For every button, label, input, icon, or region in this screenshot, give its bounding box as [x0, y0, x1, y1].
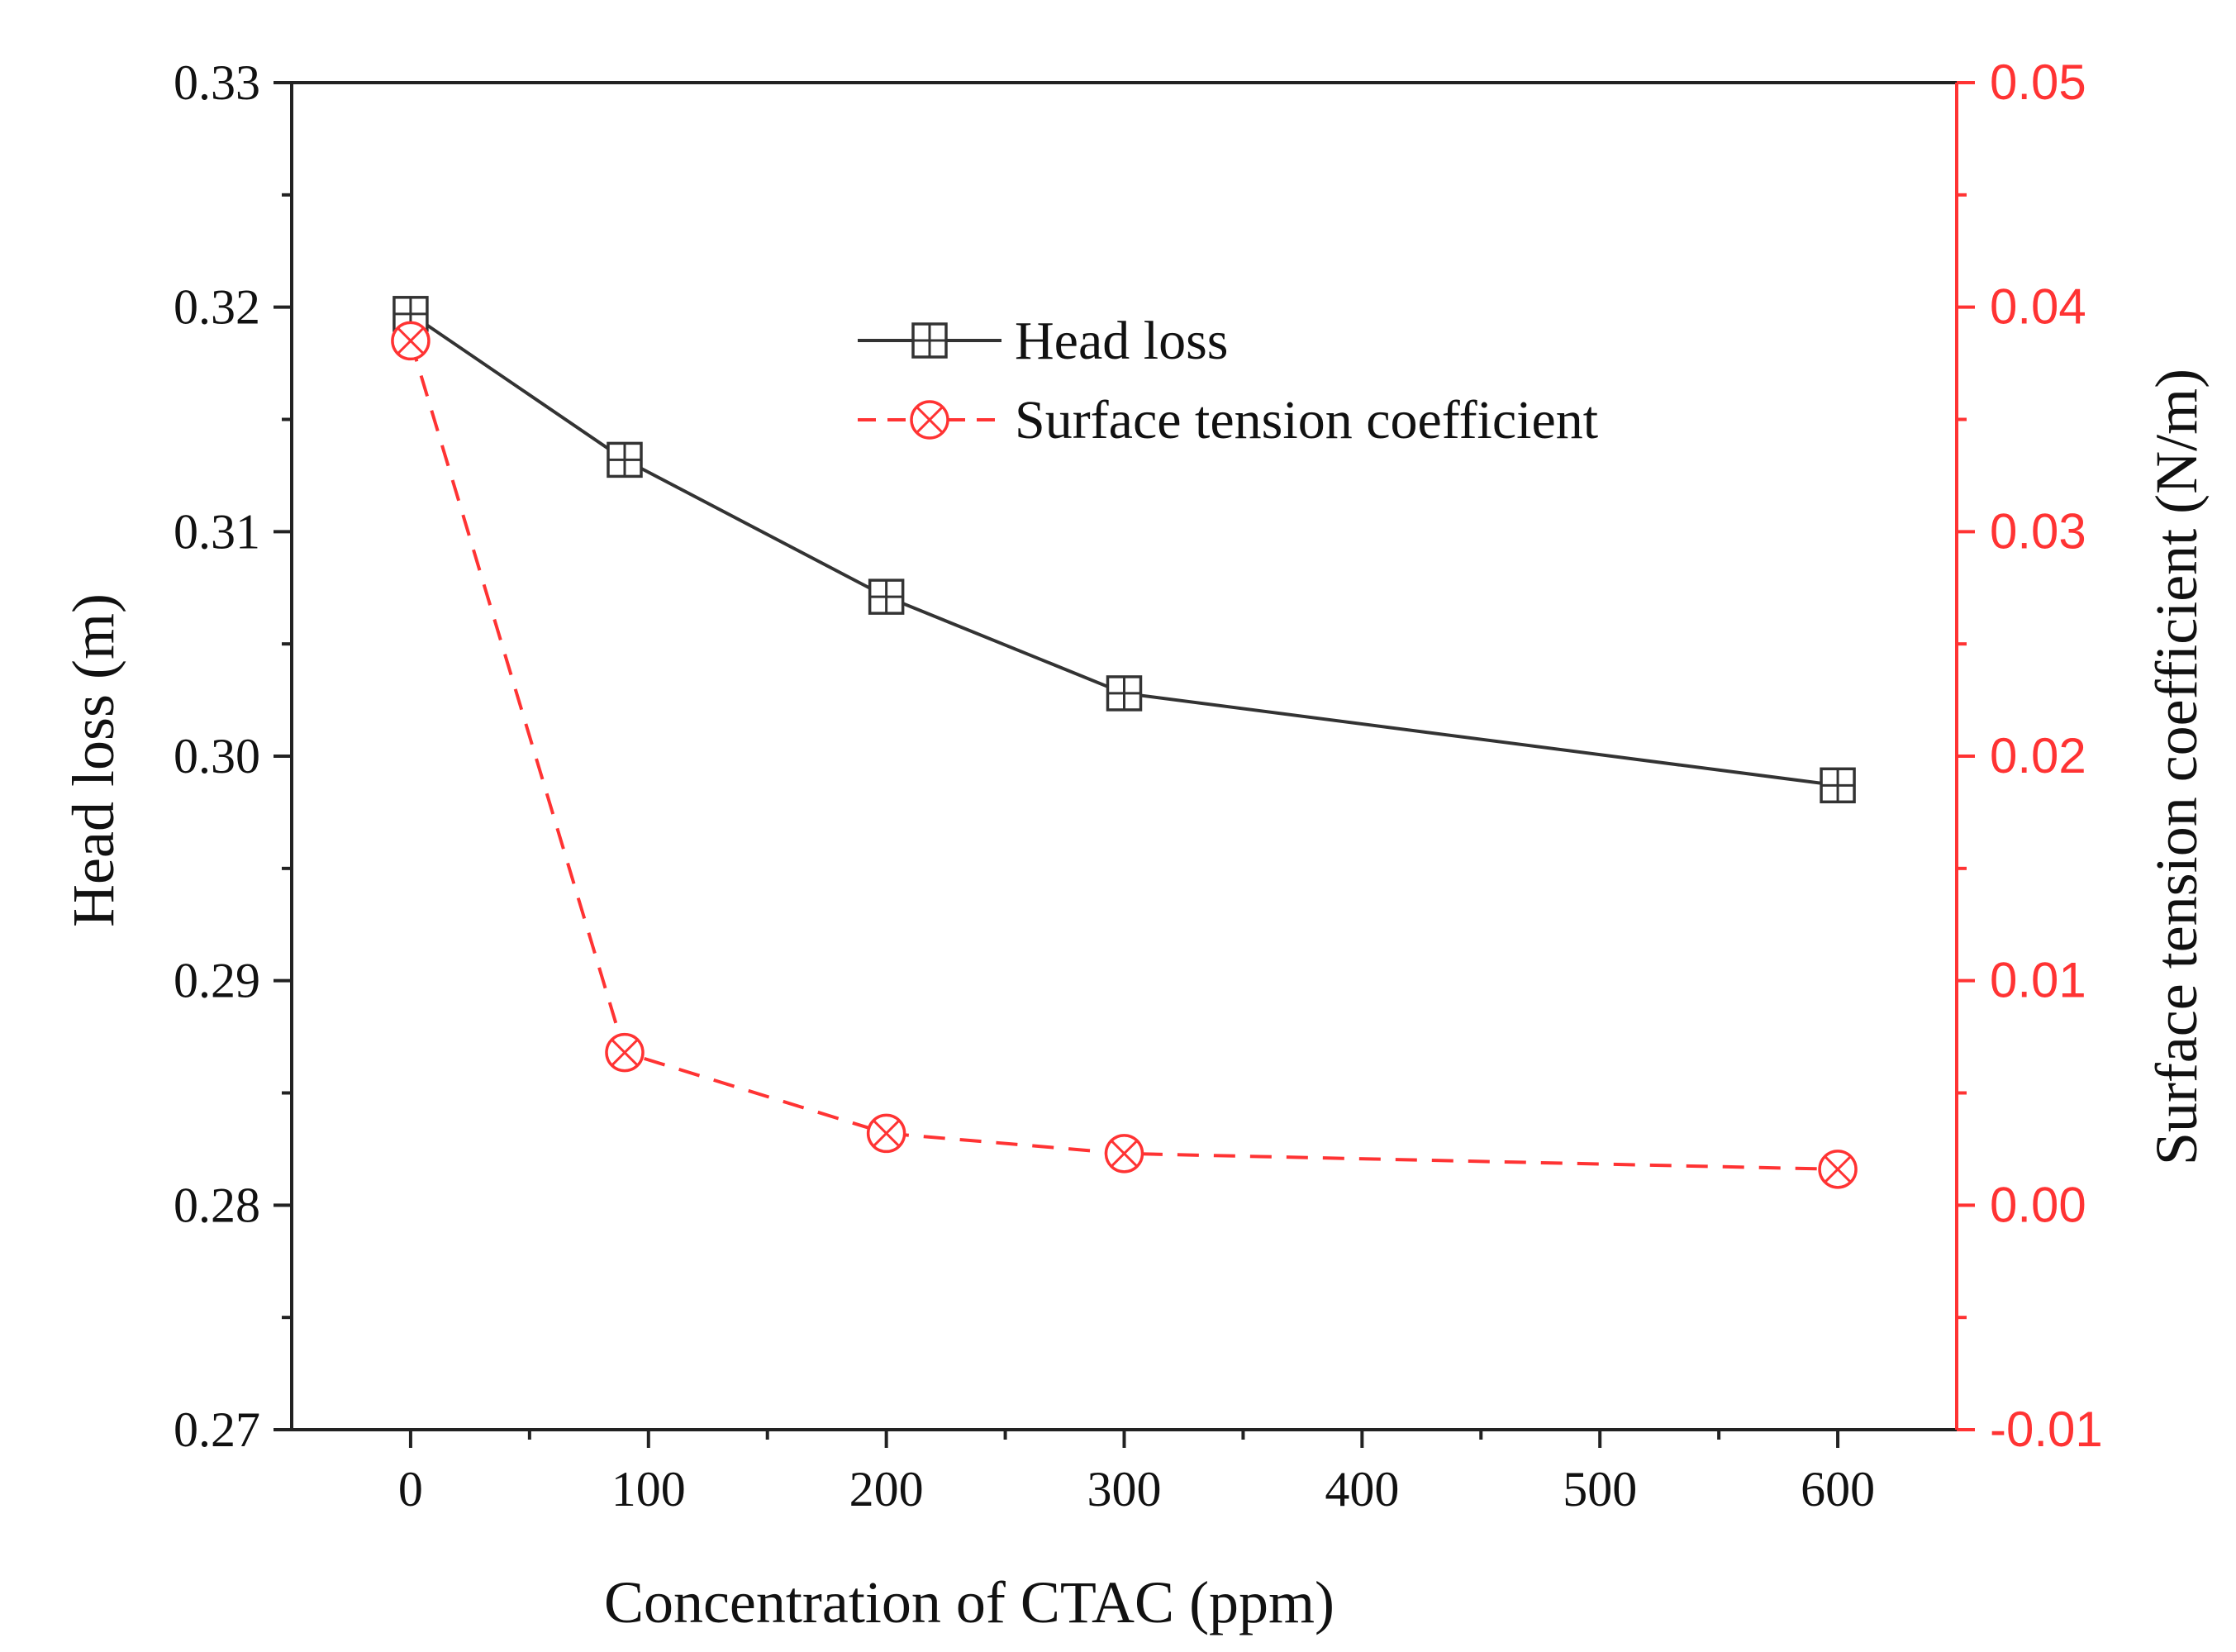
- right-y-tick-label: 0.05: [1990, 55, 2086, 110]
- marker-cross-b: [611, 1038, 639, 1067]
- surface-tension-point: [1104, 1134, 1144, 1174]
- surface-tension-line: [409, 340, 1839, 1171]
- head-loss-point: [1106, 675, 1143, 712]
- y-axis-title: Head loss (m): [60, 593, 126, 927]
- legend-marker: [911, 322, 948, 359]
- x-tick-label: 100: [611, 1462, 686, 1516]
- x-tick-label: 500: [1563, 1462, 1637, 1516]
- surface-tension-point: [866, 1113, 906, 1154]
- right-y-tick-label: 0.03: [1990, 503, 2086, 559]
- head-loss-point: [868, 578, 905, 615]
- right-y-tick-label: 0.00: [1990, 1177, 2086, 1232]
- head-loss-point: [1820, 767, 1856, 804]
- marker-cross-b: [1110, 1140, 1139, 1168]
- marker-cross-b: [397, 326, 425, 355]
- series: [391, 296, 1858, 1189]
- right-axis-title: Surface tension coefficient (N/m): [2143, 369, 2210, 1165]
- x-axis-title: Concentration of CTAC (ppm): [604, 1569, 1334, 1635]
- surface-tension-point: [605, 1032, 645, 1073]
- head-loss-point: [607, 441, 643, 478]
- y-tick-label: 0.27: [174, 1402, 260, 1457]
- x-tick-label: 600: [1801, 1462, 1875, 1516]
- marker-cross-b: [873, 1119, 901, 1148]
- y-tick-label: 0.32: [174, 280, 260, 335]
- right-y-tick-label: 0.04: [1990, 279, 2086, 335]
- y-tick-label: 0.29: [174, 954, 260, 1008]
- y-tick-label: 0.31: [174, 504, 260, 559]
- axes: 0 100 200 300 400 500 600 0.27 0.28 0.29 0.30 0.31 0…: [174, 55, 2103, 1516]
- y-tick-label: 0.30: [174, 729, 260, 783]
- x-tick-label: 300: [1087, 1462, 1162, 1516]
- y-tick-label: 0.28: [174, 1178, 260, 1232]
- marker-cross-b: [1824, 1155, 1852, 1183]
- legend-item-head-loss: Head loss: [858, 311, 1228, 371]
- y-tick-label: 0.33: [174, 55, 260, 110]
- x-tick-label: 400: [1325, 1462, 1399, 1516]
- surface-tension-point: [1818, 1150, 1858, 1189]
- x-tick-label: 0: [398, 1462, 423, 1516]
- legend-marker: [910, 400, 949, 440]
- legend-label: Surface tension coefficient: [1015, 390, 1598, 450]
- marker-cross-b: [916, 406, 944, 434]
- legend: Head loss Surface tension coefficient: [858, 311, 1598, 450]
- right-y-tick-label: 0.01: [1990, 953, 2086, 1008]
- right-y-tick-label: -0.01: [1990, 1402, 2103, 1457]
- legend-label: Head loss: [1015, 311, 1228, 371]
- head-loss-line: [409, 312, 1839, 788]
- right-y-tick-label: 0.02: [1990, 728, 2086, 783]
- x-tick-label: 200: [849, 1462, 924, 1516]
- legend-item-surface-tension: Surface tension coefficient: [858, 390, 1598, 450]
- surface-tension-point: [391, 321, 431, 361]
